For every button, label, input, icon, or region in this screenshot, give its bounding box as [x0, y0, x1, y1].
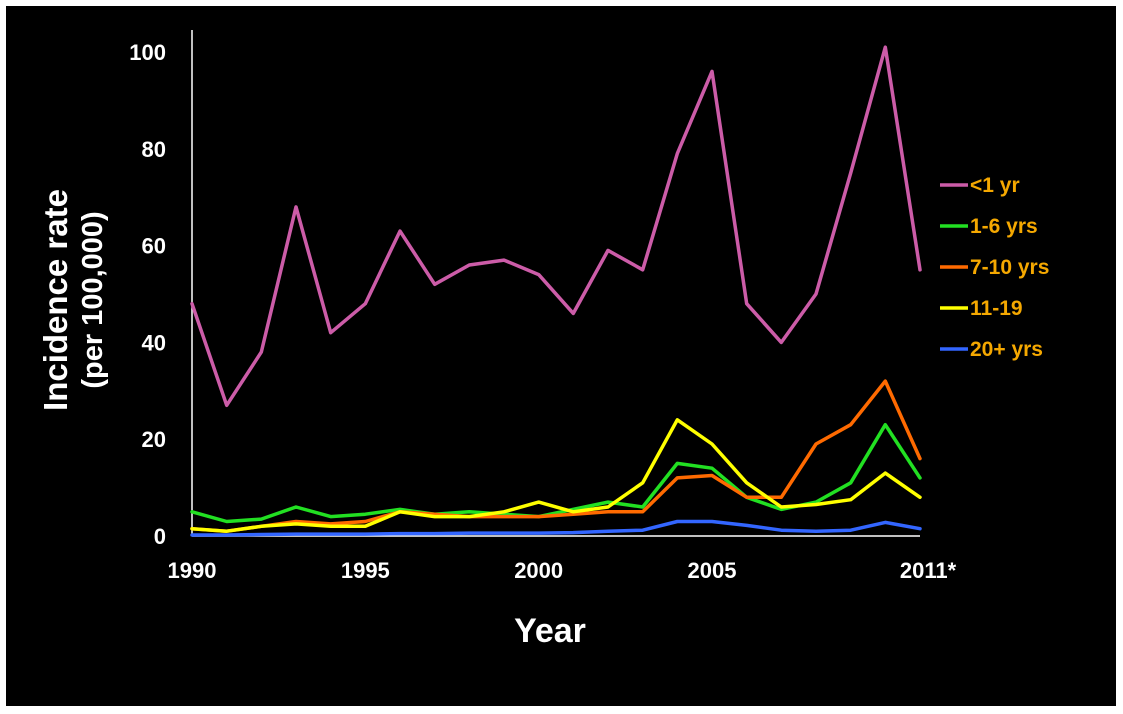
y-tick-label: 60: [142, 234, 166, 259]
x-tick-label: 2005: [688, 558, 737, 583]
legend: <1 yr 1-6 yrs 7-10 yrs 11-19 20+ yrs: [940, 174, 1049, 361]
x-axis-title: Year: [514, 612, 586, 650]
legend-label: 7-10 yrs: [970, 256, 1049, 279]
y-axis-title-line2: (per 100,000): [77, 211, 109, 388]
legend-label: <1 yr: [970, 174, 1020, 197]
x-tick-label: 2011*: [900, 558, 957, 583]
legend-label: 20+ yrs: [970, 338, 1043, 361]
y-tick-labels: 0 20 40 60 80 100: [129, 40, 166, 549]
series-line-3: [190, 379, 922, 533]
y-tick-label: 80: [142, 137, 166, 162]
y-axis-title-line1: Incidence rate: [37, 189, 74, 411]
x-tick-label: 1990: [168, 558, 217, 583]
y-tick-label: 40: [142, 330, 166, 355]
y-tick-label: 0: [154, 524, 166, 549]
legend-label: 1-6 yrs: [970, 215, 1038, 238]
x-tick-label: 2000: [514, 558, 563, 583]
x-tick-label: 1995: [341, 558, 390, 583]
chart-background: [6, 6, 1116, 706]
x-tick-labels: 1990 1995 2000 2005 2011*: [168, 558, 957, 583]
series-line-1: [190, 45, 922, 408]
y-tick-label: 100: [129, 40, 166, 65]
series-line-5: [190, 519, 922, 537]
axes: [191, 30, 920, 537]
y-axis-title: Incidence rate (per 100,000): [37, 189, 109, 411]
series-lines: [190, 45, 922, 537]
y-tick-label: 20: [142, 427, 166, 452]
legend-label: 11-19: [970, 297, 1023, 320]
series-line-4: [190, 418, 922, 533]
